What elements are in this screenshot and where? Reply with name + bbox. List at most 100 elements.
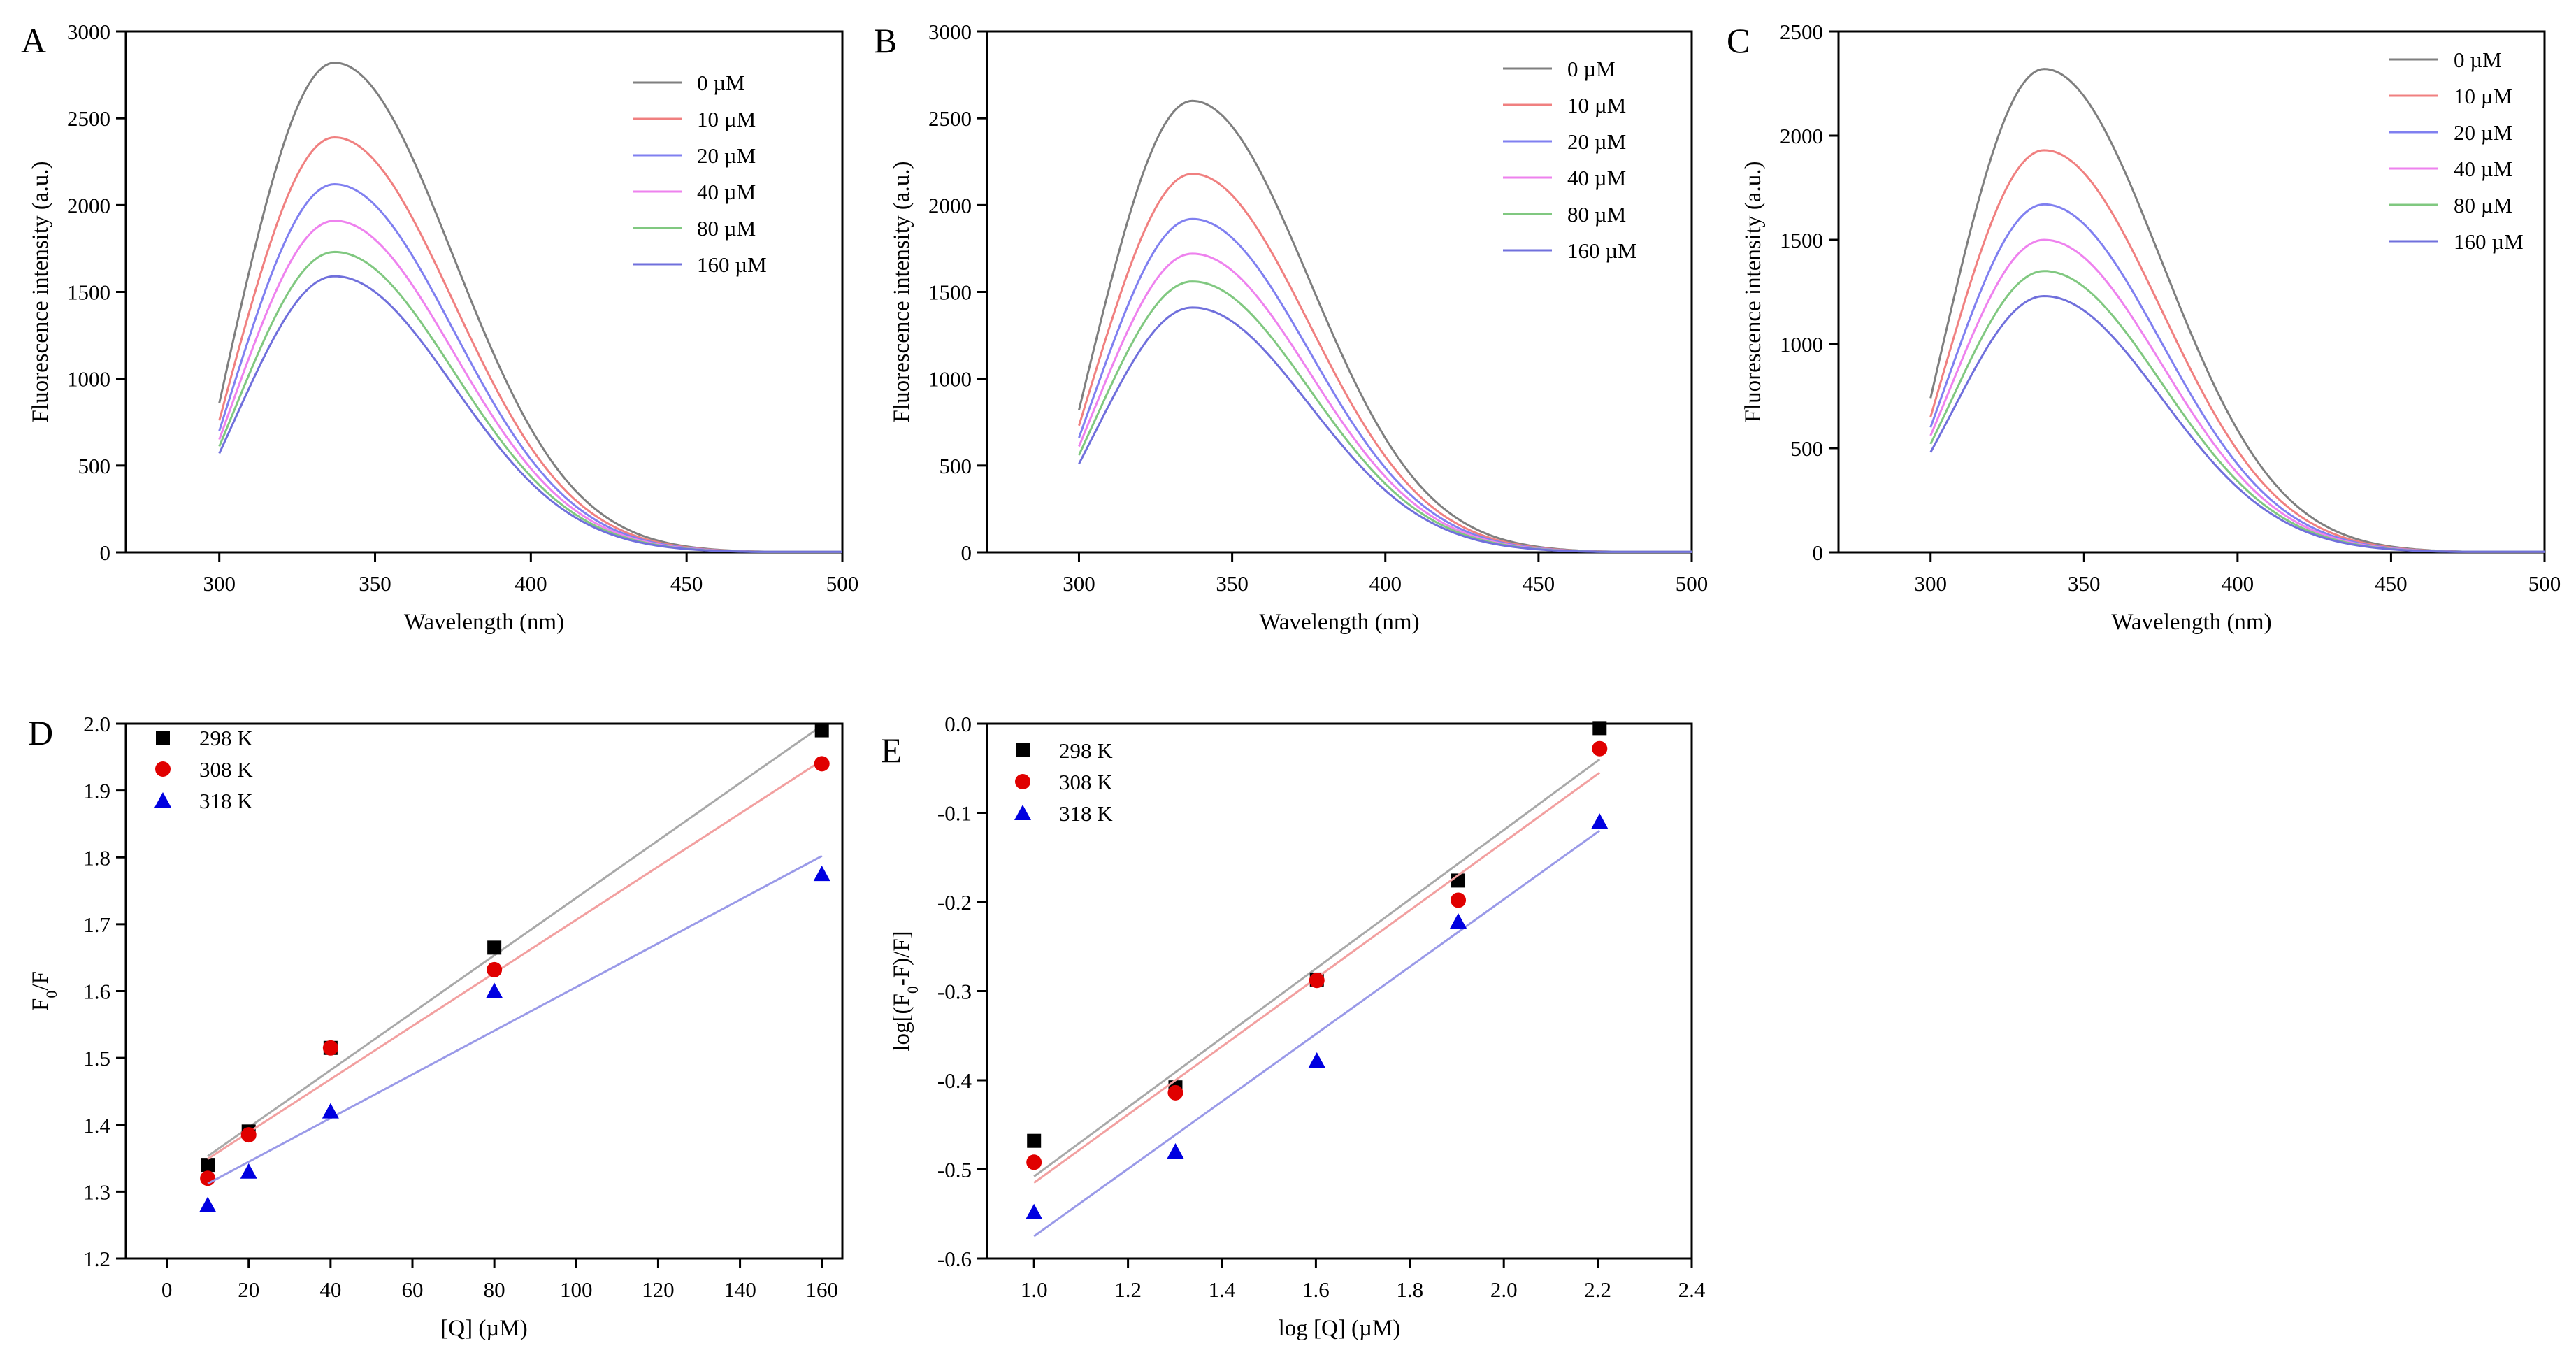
panel-C: 300 350 400 450 500 0 500 1000 1500 2000 2500 Wavel… (1727, 20, 2561, 635)
legend-label: 10 µM (2454, 84, 2512, 108)
x-tick-label: 1.4 (1209, 1277, 1236, 1302)
series-line-80uM (1078, 280, 1692, 553)
x-tick-label: 80 (484, 1277, 505, 1302)
y-tick-label: 1.4 (83, 1113, 110, 1138)
series-line-80uM (1929, 270, 2545, 553)
data-point-318K (322, 1103, 339, 1119)
legend-label: 20 µM (1567, 129, 1626, 154)
y-tick-label: 0 (1813, 540, 1824, 565)
data-point-298K (487, 940, 502, 955)
data-point-308K (322, 1040, 338, 1056)
y-axis-label: Fluorescence intensity (a.u.) (889, 162, 914, 423)
x-tick-label: 500 (826, 571, 859, 596)
data-point-298K (1592, 721, 1607, 736)
legend-label: 160 µM (697, 252, 767, 277)
fit-line-298K (1033, 758, 1601, 1177)
data-point-318K (1450, 913, 1467, 929)
legend-label: 318 K (1059, 801, 1113, 826)
y-tick-label: 2.0 (83, 712, 110, 736)
data-point-298K (201, 1158, 215, 1173)
x-tick-label: 0 (161, 1277, 173, 1302)
x-tick-label: 40 (319, 1277, 341, 1302)
data-point-308K (1167, 1084, 1183, 1101)
fit-line-298K (207, 724, 823, 1157)
legend-label: 0 µM (2454, 48, 2502, 72)
y-tick-label: -0.1 (937, 801, 972, 826)
y-tick-label: 0.0 (944, 712, 972, 736)
series-line-160uM (1078, 306, 1692, 553)
y-tick-label: -0.5 (937, 1158, 972, 1182)
panel-label: A (21, 21, 46, 60)
x-tick-label: 500 (2528, 571, 2561, 596)
y-tick-label: 2500 (928, 106, 972, 131)
y-tick-label: 0 (961, 540, 972, 565)
series-line-80uM (218, 250, 842, 553)
y-tick-label: 1000 (928, 367, 972, 392)
y-tick-label: 3000 (928, 20, 972, 44)
y-axis-label: F0/F (28, 971, 60, 1011)
y-tick-label: 500 (940, 454, 972, 478)
x-tick-label: 300 (1914, 571, 1947, 596)
legend-label: 0 µM (1567, 57, 1616, 81)
y-tick-label: 1.9 (83, 779, 110, 803)
legend-label: 298 K (199, 726, 253, 750)
legend-marker (155, 761, 171, 777)
legend-marker (1014, 805, 1031, 820)
x-tick-label: 400 (1369, 571, 1402, 596)
legend-label: 0 µM (697, 71, 745, 95)
data-point-298K (1027, 1133, 1042, 1148)
legend-marker (156, 731, 170, 745)
y-tick-label: -0.2 (937, 890, 972, 915)
data-point-308K (1026, 1154, 1042, 1170)
y-tick-label: 1000 (67, 367, 110, 392)
series-line-20uM (1929, 203, 2545, 553)
legend-label: 40 µM (1567, 166, 1626, 190)
y-tick-label: -0.3 (937, 980, 972, 1004)
legend-label: 318 K (199, 789, 253, 813)
y-tick-label: 3000 (67, 20, 110, 44)
legend-label: 160 µM (2454, 229, 2524, 254)
x-tick-label: 1.2 (1114, 1277, 1142, 1302)
y-tick-label: 1.6 (83, 980, 110, 1004)
legend-marker (1015, 774, 1030, 789)
series-line-0uM (1929, 68, 2545, 553)
x-tick-label: 1.0 (1021, 1277, 1048, 1302)
legend-label: 308 K (1059, 770, 1113, 794)
panel-D: 0 20 40 60 80 100 120 140 160 1.2 1.3 1.4 1.5 1.6 1.7 1… (28, 712, 844, 1341)
series-line-40uM (1929, 238, 2545, 553)
x-tick-label: 1.8 (1396, 1277, 1423, 1302)
y-tick-label: 1.2 (83, 1247, 110, 1271)
data-point-318K (1026, 1203, 1043, 1219)
data-point-308K (200, 1170, 216, 1186)
x-tick-label: 120 (642, 1277, 675, 1302)
fit-line-318K (1033, 829, 1601, 1238)
x-tick-label: 2.0 (1490, 1277, 1518, 1302)
x-tick-label: 350 (2068, 571, 2101, 596)
y-tick-label: 1000 (1780, 332, 1823, 357)
data-point-318K (486, 982, 503, 998)
series-line-20uM (1078, 217, 1692, 553)
legend-label: 80 µM (697, 216, 756, 241)
x-tick-label: 450 (1523, 571, 1555, 596)
y-tick-label: -0.4 (937, 1068, 972, 1093)
y-tick-label: -0.6 (937, 1247, 972, 1271)
x-tick-label: 160 (805, 1277, 838, 1302)
data-point-308K (1309, 973, 1325, 989)
legend-label: 20 µM (697, 143, 756, 168)
series-line-10uM (1929, 149, 2545, 553)
panel-A: 300 350 400 450 500 0 500 1000 1500 2000 2500 3000 W… (21, 20, 858, 635)
series-line-40uM (1078, 252, 1692, 553)
y-tick-label: 1500 (1780, 228, 1823, 252)
x-tick-label: 450 (2375, 571, 2408, 596)
x-tick-label: 500 (1676, 571, 1708, 596)
x-tick-label: 350 (359, 571, 391, 596)
legend-marker (154, 792, 171, 808)
y-tick-label: 1.3 (83, 1180, 110, 1204)
y-tick-label: 1.8 (83, 845, 110, 870)
y-axis-label: Fluorescence intensity (a.u.) (28, 162, 53, 423)
data-point-308K (240, 1127, 257, 1143)
y-tick-label: 2000 (1780, 124, 1823, 148)
x-tick-label: 300 (1063, 571, 1095, 596)
y-axis-label: log[(F0-F)/F] (889, 931, 921, 1051)
